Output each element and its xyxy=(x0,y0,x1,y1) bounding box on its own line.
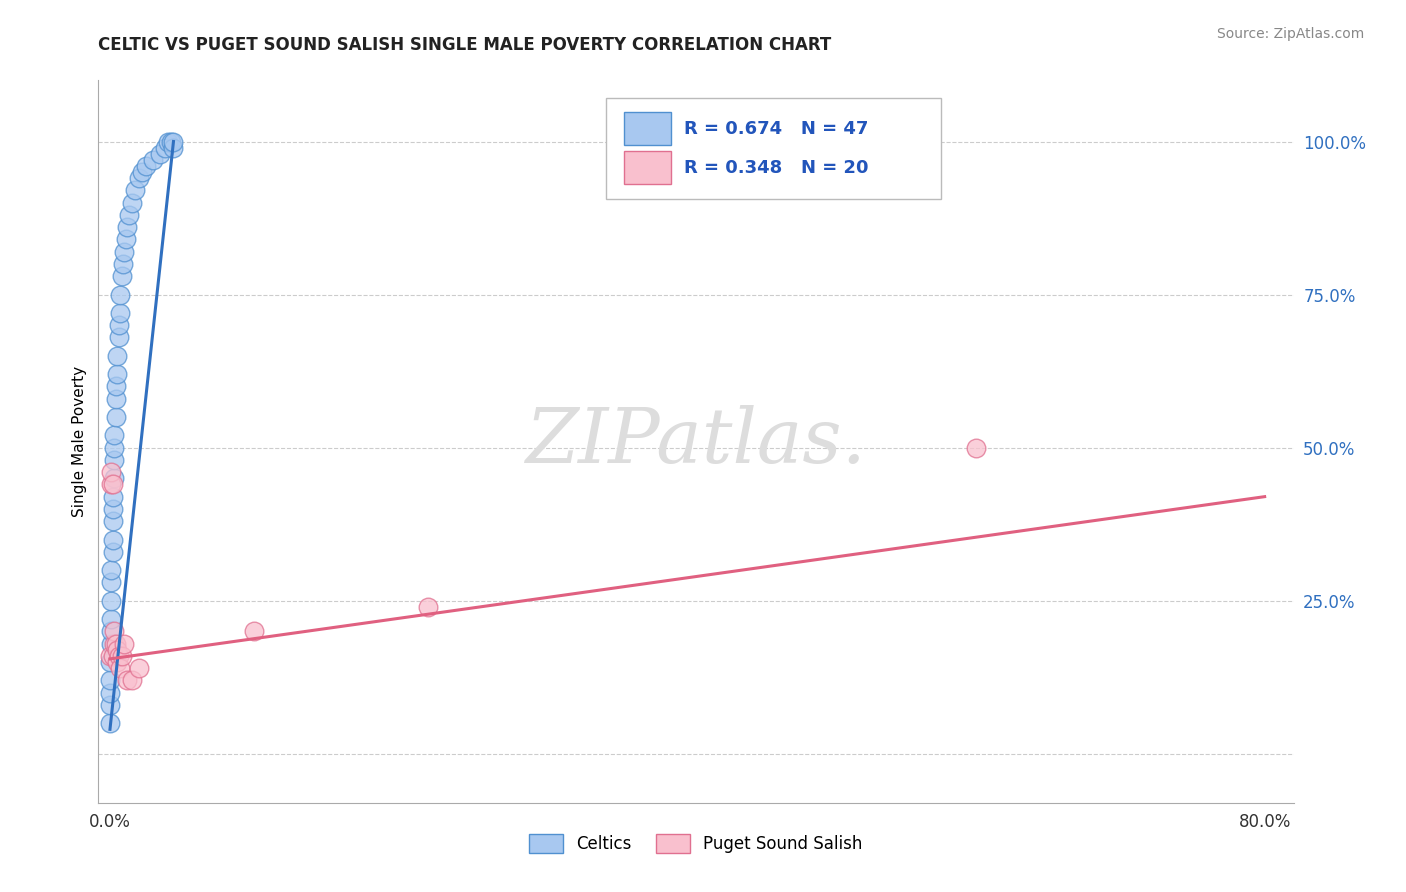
Point xyxy=(101,533,124,547)
Point xyxy=(121,673,143,688)
Point xyxy=(110,269,132,284)
Text: R = 0.674   N = 47: R = 0.674 N = 47 xyxy=(685,120,869,137)
Point xyxy=(115,232,138,246)
Point xyxy=(101,545,124,559)
Point xyxy=(98,648,121,663)
Point xyxy=(128,171,150,186)
Point xyxy=(162,141,184,155)
Point xyxy=(98,673,121,688)
Point xyxy=(108,287,131,301)
Point xyxy=(101,502,124,516)
Point xyxy=(124,184,146,198)
Point xyxy=(103,637,125,651)
Point xyxy=(101,490,124,504)
Point xyxy=(107,330,129,344)
Y-axis label: Single Male Poverty: Single Male Poverty xyxy=(72,366,87,517)
Point xyxy=(100,593,122,607)
Point xyxy=(416,599,439,614)
Point xyxy=(100,624,122,639)
Point xyxy=(149,146,172,161)
Point xyxy=(103,428,125,442)
Point xyxy=(100,465,122,479)
Text: ZIPatlas.: ZIPatlas. xyxy=(526,405,866,478)
Point xyxy=(131,165,153,179)
Text: Source: ZipAtlas.com: Source: ZipAtlas.com xyxy=(1216,27,1364,41)
Point xyxy=(100,637,122,651)
FancyBboxPatch shape xyxy=(624,151,671,185)
Point xyxy=(965,441,987,455)
Point xyxy=(162,135,184,149)
Point xyxy=(117,220,139,235)
Point xyxy=(98,716,121,731)
Point xyxy=(105,642,128,657)
Point xyxy=(101,514,124,528)
Point xyxy=(104,637,127,651)
Point xyxy=(117,673,139,688)
Point xyxy=(101,477,124,491)
Point xyxy=(112,637,135,651)
Text: R = 0.348   N = 20: R = 0.348 N = 20 xyxy=(685,159,869,177)
Point xyxy=(128,661,150,675)
Point xyxy=(107,318,129,333)
Point xyxy=(100,477,122,491)
Point xyxy=(98,655,121,669)
Point xyxy=(111,257,134,271)
Point xyxy=(108,661,131,675)
Point xyxy=(110,648,132,663)
Point xyxy=(103,441,125,455)
Text: CELTIC VS PUGET SOUND SALISH SINGLE MALE POVERTY CORRELATION CHART: CELTIC VS PUGET SOUND SALISH SINGLE MALE… xyxy=(98,36,832,54)
Point xyxy=(118,208,141,222)
Point xyxy=(100,612,122,626)
Point xyxy=(98,698,121,712)
Point xyxy=(135,159,157,173)
Point xyxy=(243,624,266,639)
FancyBboxPatch shape xyxy=(606,98,941,200)
Point xyxy=(104,410,127,425)
Point xyxy=(103,453,125,467)
Point xyxy=(105,655,128,669)
Point xyxy=(104,379,127,393)
Point xyxy=(121,195,143,210)
Point xyxy=(100,563,122,577)
Point xyxy=(105,349,128,363)
Point xyxy=(156,135,179,149)
Point xyxy=(101,648,124,663)
Point xyxy=(153,141,176,155)
Point xyxy=(104,392,127,406)
Point xyxy=(108,306,131,320)
Point xyxy=(105,367,128,381)
FancyBboxPatch shape xyxy=(624,112,671,145)
Point xyxy=(103,624,125,639)
Point xyxy=(100,575,122,590)
Legend: Celtics, Puget Sound Salish: Celtics, Puget Sound Salish xyxy=(523,827,869,860)
Point xyxy=(159,135,181,149)
Point xyxy=(112,244,135,259)
Point xyxy=(103,471,125,485)
Point xyxy=(98,685,121,699)
Point xyxy=(142,153,165,167)
Point xyxy=(107,648,129,663)
